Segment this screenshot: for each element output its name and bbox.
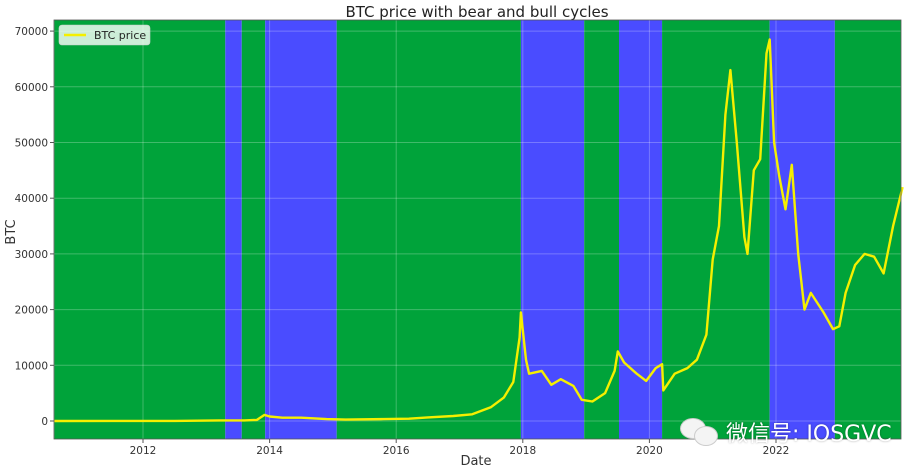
bull-cycle-band — [336, 20, 521, 439]
bull-cycle-band — [662, 20, 770, 439]
x-axis-label: Date — [460, 454, 491, 469]
btc-price-line — [54, 38, 904, 423]
y-tick-label: 20000 — [15, 305, 48, 317]
chart-title: BTC price with bear and bull cycles — [345, 3, 608, 21]
plot-frame — [53, 19, 902, 440]
y-tick-label: 30000 — [15, 249, 48, 261]
x-axis-ticks: 2012 2014 2016 2018 2020 2022 — [130, 439, 790, 457]
grid-lines — [54, 20, 901, 439]
bull-cycle-band — [54, 20, 226, 439]
y-tick-label: 50000 — [15, 138, 48, 150]
bull-cycle-band — [584, 20, 620, 439]
y-axis-ticks: 0 10000 20000 30000 40000 50000 60000 70000 — [15, 26, 54, 428]
watermark: 微信号: IOSGVC — [680, 416, 892, 448]
x-tick-label: 2016 — [383, 445, 410, 457]
y-tick-label: 70000 — [15, 26, 48, 38]
bull-cycle-band — [834, 20, 901, 439]
cycle-bands — [54, 20, 901, 439]
y-tick-label: 40000 — [15, 193, 48, 205]
y-tick-label: 60000 — [15, 82, 48, 94]
legend-box — [58, 24, 151, 46]
y-tick-label: 10000 — [15, 360, 48, 372]
watermark-text: 微信号: IOSGVC — [726, 422, 892, 447]
y-axis-label: BTC — [4, 219, 19, 244]
bear-cycle-band — [520, 20, 585, 439]
bear-cycle-band — [225, 20, 242, 439]
x-tick-label: 2020 — [636, 445, 663, 457]
legend-label: BTC price — [94, 29, 146, 42]
bear-cycle-band — [265, 20, 337, 439]
bear-cycle-band — [769, 20, 835, 439]
x-tick-label: 2018 — [509, 445, 536, 457]
bull-cycle-band — [241, 20, 266, 439]
legend: BTC price — [58, 24, 151, 46]
x-tick-label: 2012 — [130, 445, 157, 457]
wechat-icon — [680, 418, 720, 446]
x-tick-label: 2014 — [256, 445, 283, 457]
x-tick-label: 2022 — [763, 445, 790, 457]
y-tick-label: 0 — [41, 416, 48, 428]
